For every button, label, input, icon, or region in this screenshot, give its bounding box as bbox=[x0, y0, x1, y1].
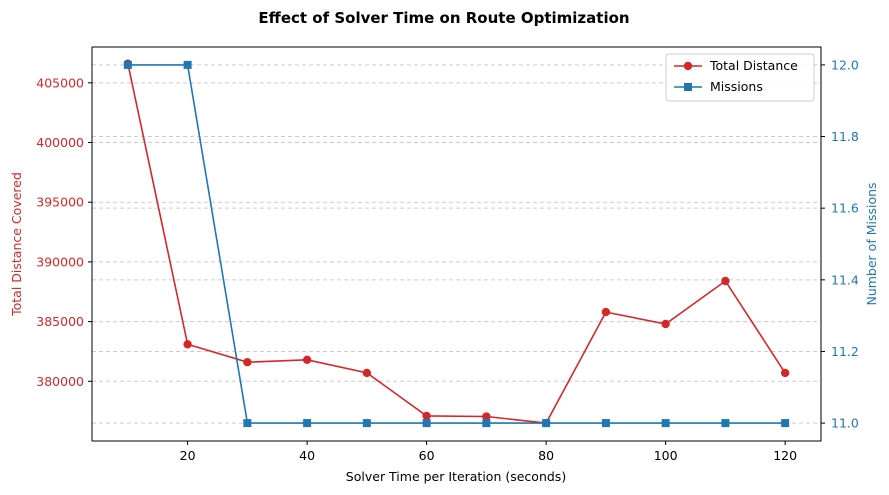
x-tick-label: 80 bbox=[538, 448, 554, 463]
legend-label-total-distance: Total Distance bbox=[709, 58, 798, 73]
chart-title: Effect of Solver Time on Route Optimizat… bbox=[258, 9, 629, 27]
data-point-total-distance bbox=[362, 368, 372, 378]
data-point-missions bbox=[123, 60, 132, 69]
legend: Total Distance Missions bbox=[665, 53, 815, 102]
left-y-tick-label: 400000 bbox=[36, 135, 84, 150]
data-point-missions bbox=[661, 419, 670, 428]
left-y-tick-label: 390000 bbox=[36, 254, 84, 269]
data-point-missions bbox=[542, 419, 551, 428]
plot-frame bbox=[91, 46, 822, 442]
legend-marker-missions bbox=[684, 83, 692, 91]
data-point-total-distance bbox=[601, 307, 611, 317]
x-tick-label: 100 bbox=[654, 448, 678, 463]
right-y-tick-label: 11.0 bbox=[831, 416, 859, 431]
x-tick-label: 40 bbox=[299, 448, 315, 463]
series-line-total-distance bbox=[127, 63, 786, 424]
data-point-missions bbox=[781, 419, 790, 428]
legend-label-missions: Missions bbox=[710, 79, 763, 94]
data-point-total-distance bbox=[780, 368, 790, 378]
legend-box bbox=[665, 53, 815, 102]
x-axis-label: Solver Time per Iteration (seconds) bbox=[346, 469, 566, 484]
right-y-tick-label: 11.4 bbox=[831, 272, 859, 287]
data-point-missions bbox=[721, 419, 730, 428]
data-point-missions bbox=[482, 419, 491, 428]
x-tick-label: 120 bbox=[773, 448, 797, 463]
x-tick-label: 20 bbox=[180, 448, 196, 463]
data-point-total-distance bbox=[661, 319, 670, 329]
right-y-tick-label: 11.8 bbox=[831, 129, 859, 144]
data-point-total-distance bbox=[243, 358, 252, 367]
series-line-missions bbox=[127, 64, 786, 424]
data-point-missions bbox=[303, 419, 312, 428]
grid-lines bbox=[92, 64, 821, 424]
data-point-missions bbox=[362, 419, 371, 428]
data-point-total-distance bbox=[183, 340, 192, 349]
series-layer bbox=[123, 59, 790, 428]
data-point-missions bbox=[243, 419, 252, 428]
right-y-axis-label: Number of Missions bbox=[864, 182, 879, 305]
data-point-total-distance bbox=[482, 412, 491, 421]
data-point-missions bbox=[422, 419, 431, 428]
x-tick-label: 60 bbox=[419, 448, 435, 463]
right-y-tick-label: 12.0 bbox=[831, 57, 859, 72]
data-point-total-distance bbox=[302, 355, 312, 365]
data-point-total-distance bbox=[422, 411, 431, 421]
left-y-tick-label: 385000 bbox=[36, 314, 84, 329]
x-axis: 20 40 60 80 100 120 bbox=[180, 441, 797, 463]
data-point-missions bbox=[601, 419, 610, 428]
left-y-tick-label: 405000 bbox=[36, 75, 84, 90]
data-point-missions bbox=[183, 60, 192, 69]
left-y-axis-label: Total Distance Covered bbox=[9, 172, 24, 317]
right-y-axis: 11.0 11.2 11.4 11.6 11.8 12.0 bbox=[821, 57, 859, 431]
left-y-tick-label: 380000 bbox=[36, 374, 84, 389]
left-y-axis: 380000 385000 390000 395000 400000 405000 bbox=[36, 75, 92, 389]
legend-marker-total-distance bbox=[683, 61, 693, 71]
left-y-tick-label: 395000 bbox=[36, 195, 84, 210]
data-point-total-distance bbox=[721, 276, 730, 286]
right-y-tick-label: 11.2 bbox=[831, 344, 859, 359]
right-y-tick-label: 11.6 bbox=[831, 201, 859, 216]
